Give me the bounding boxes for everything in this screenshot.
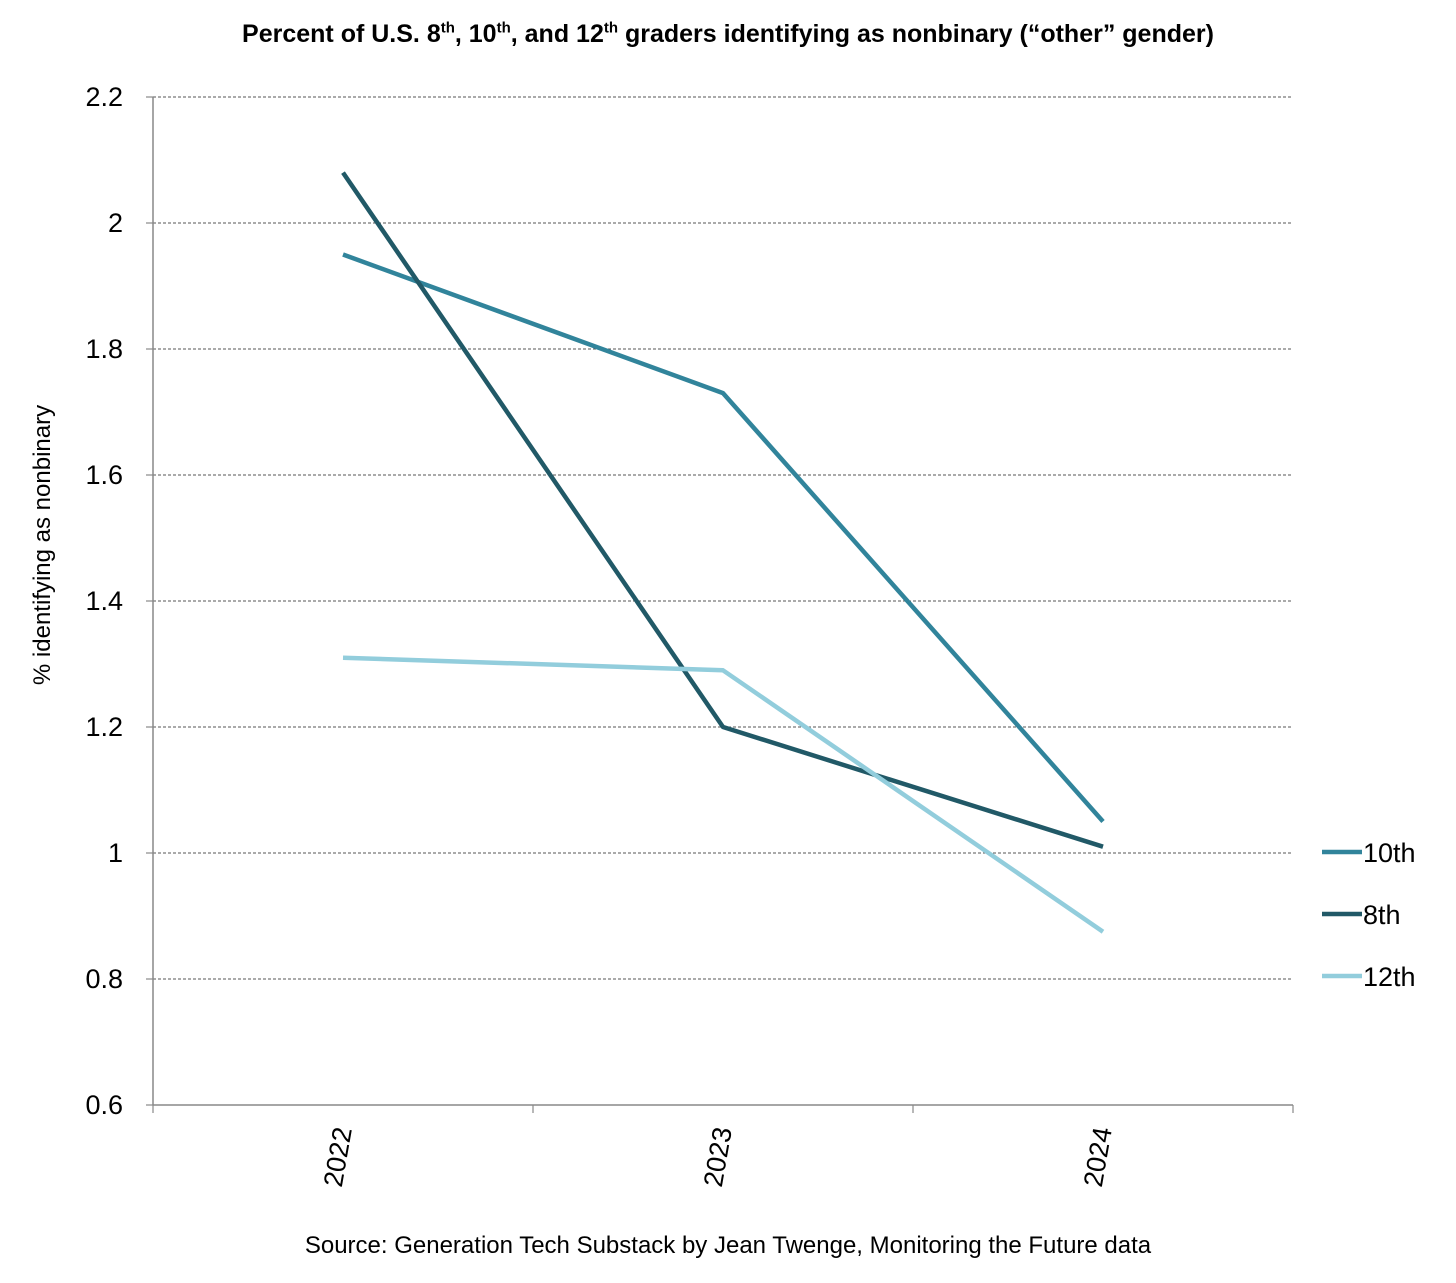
series-line bbox=[342, 252, 1105, 823]
y-tick-label: 1.2 bbox=[85, 712, 123, 742]
legend-label: 8th bbox=[1363, 900, 1401, 930]
title-part: Percent of U.S. 8 bbox=[242, 20, 441, 48]
y-axis-label: % identifying as nonbinary bbox=[29, 405, 56, 685]
y-tick-label: 1 bbox=[108, 838, 123, 868]
series-line bbox=[342, 655, 1105, 934]
x-tick-label: 2023 bbox=[698, 1125, 738, 1189]
y-tick-label: 1.6 bbox=[85, 460, 123, 490]
x-tick-label: 2024 bbox=[1078, 1125, 1118, 1189]
legend-label: 10th bbox=[1363, 838, 1416, 868]
legend-label: 12th bbox=[1363, 962, 1416, 992]
y-tick-label: 1.4 bbox=[85, 586, 123, 616]
source-note: Source: Generation Tech Substack by Jean… bbox=[304, 1232, 1152, 1259]
y-tick-label: 1.8 bbox=[85, 334, 123, 364]
title-superscript: th bbox=[496, 19, 511, 37]
title-superscript: th bbox=[440, 19, 455, 37]
y-tick-label: 2 bbox=[108, 208, 123, 238]
y-tick-label: 2.2 bbox=[85, 82, 123, 112]
x-tick-label: 2022 bbox=[318, 1125, 358, 1189]
title-part: , and 12 bbox=[510, 20, 604, 48]
y-tick-label: 0.8 bbox=[85, 964, 123, 994]
title-part: graders identifying as nonbinary (“other… bbox=[618, 20, 1214, 48]
title-superscript: th bbox=[603, 19, 619, 37]
series-line bbox=[341, 171, 1104, 849]
chart-title: Percent of U.S. 8th, 10th, and 12th grad… bbox=[0, 20, 1456, 49]
y-tick-label: 0.6 bbox=[85, 1090, 123, 1120]
title-part: , 10 bbox=[454, 20, 497, 48]
